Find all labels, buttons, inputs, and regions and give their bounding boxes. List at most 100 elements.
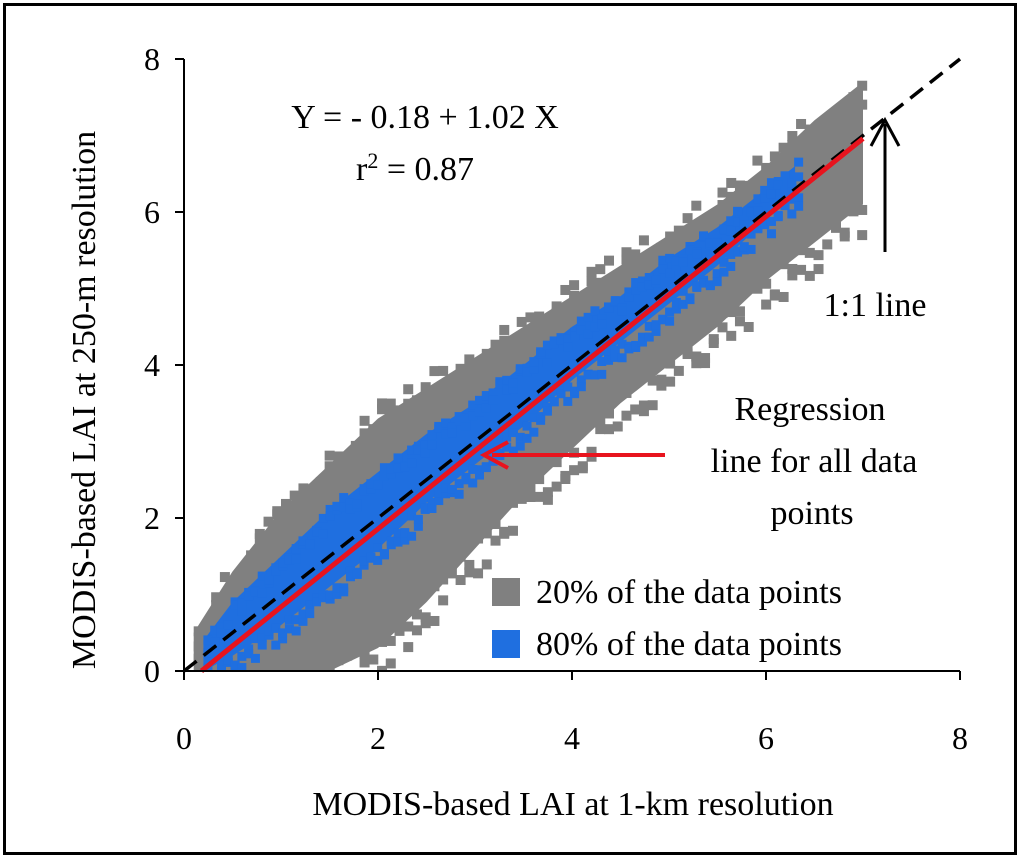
cloud-speck [804,130,815,141]
cloud-speck [278,634,288,644]
cloud-speck [502,432,512,442]
cloud-speck [612,289,623,300]
cloud-speck [610,296,620,306]
cloud-speck [773,180,783,190]
cloud-speck [427,504,437,514]
cloud-speck [407,445,417,455]
cloud-speck [438,365,449,376]
cloud-speck [796,245,807,256]
cloud-speck [281,505,291,516]
cloud-speck [475,470,484,480]
cloud-speck [216,622,226,632]
legend-label-blue: 80% of the data points [536,626,842,663]
cloud-speck [576,375,586,385]
cloud-speck [352,569,362,579]
cloud-speck [495,379,505,389]
cloud-speck [624,287,634,297]
cloud-speck [761,178,772,189]
cloud-speck [455,363,466,374]
cloud-speck [830,123,841,134]
cloud-speck [507,497,518,508]
cloud-speck [193,653,204,664]
cloud-speck [604,408,615,419]
cloud-speck [529,413,539,423]
cloud-speck [318,529,328,539]
cloud-speck [769,151,780,162]
cloud-speck [630,404,641,415]
cloud-speck [298,609,308,619]
x-tick-label-3: 6 [758,720,774,756]
cloud-speck [230,600,240,610]
cloud-speck [726,249,736,259]
cloud-speck [570,331,580,341]
cloud-speck [726,307,737,318]
cloud-speck [665,268,675,278]
cloud-speck [848,206,859,217]
cloud-speck [473,373,484,384]
cloud-speck [563,396,573,406]
cloud-speck [712,277,722,287]
cloud-speck [671,256,681,266]
cloud-speck [525,483,536,494]
cloud-speck [597,356,607,366]
cloud-speck [673,365,684,376]
cloud-speck [665,376,676,387]
cloud-speck [671,304,681,314]
cloud-speck [228,580,239,591]
cloud-speck [318,513,328,523]
cloud-speck [488,395,498,405]
cloud-speck [651,326,661,336]
cloud-speck [481,367,492,378]
cloud-speck [475,407,484,417]
regression-equation: Y = - 0.18 + 1.02 X [291,99,559,136]
cloud-speck [637,332,647,342]
cloud-speck [359,556,369,566]
cloud-speck [717,322,728,333]
cloud-speck [507,350,518,361]
cloud-speck [507,335,518,346]
cloud-speck [794,157,804,167]
cloud-speck [560,307,571,318]
cloud-speck [726,216,736,226]
cloud-speck [597,369,607,379]
cloud-speck [848,92,859,103]
cloud-speck [778,142,789,153]
cloud-speck [536,412,546,422]
cloud-speck [576,382,586,392]
cloud-speck [393,537,403,547]
cloud-speck [673,225,684,236]
cloud-speck [250,634,260,644]
cloud-speck [630,375,641,386]
cloud-speck [621,410,632,421]
cloud-speck [515,441,525,451]
cloud-speck [515,364,525,374]
cloud-speck [350,440,361,451]
cloud-speck [324,450,335,461]
cloud-speck [733,247,743,257]
cloud-speck [411,395,422,406]
cloud-speck [454,489,464,499]
cloud-speck [743,196,754,207]
cloud-speck [586,266,597,277]
y-tick-label-2: 4 [144,347,160,383]
cloud-speck [647,265,658,276]
cloud-speck [454,479,464,489]
cloud-speck [203,635,213,645]
cloud-speck [298,616,308,626]
cloud-speck [272,506,283,517]
cloud-speck [427,440,437,450]
cloud-speck [291,615,301,625]
cloud-speck [455,390,466,401]
cloud-speck [665,316,675,326]
cloud-speck [682,346,693,357]
cloud-speck [339,493,349,503]
cloud-speck [257,588,267,598]
cloud-speck [464,567,475,578]
cloud-speck [787,139,798,150]
cloud-speck [549,397,559,407]
cloud-speck [647,256,658,267]
cloud-speck [570,386,580,396]
cloud-speck [468,400,478,410]
cloud-speck [385,658,396,669]
cloud-speck [610,345,620,355]
